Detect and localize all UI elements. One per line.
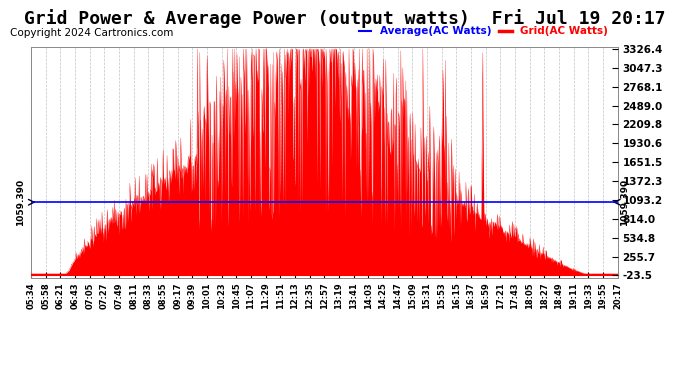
Legend: Average(AC Watts), Grid(AC Watts): Average(AC Watts), Grid(AC Watts)	[355, 22, 612, 40]
Text: 1059.390: 1059.390	[620, 178, 629, 226]
Text: 1059.390: 1059.390	[16, 178, 25, 226]
Text: Copyright 2024 Cartronics.com: Copyright 2024 Cartronics.com	[10, 28, 174, 38]
Text: Grid Power & Average Power (output watts)  Fri Jul 19 20:17: Grid Power & Average Power (output watts…	[24, 9, 666, 28]
